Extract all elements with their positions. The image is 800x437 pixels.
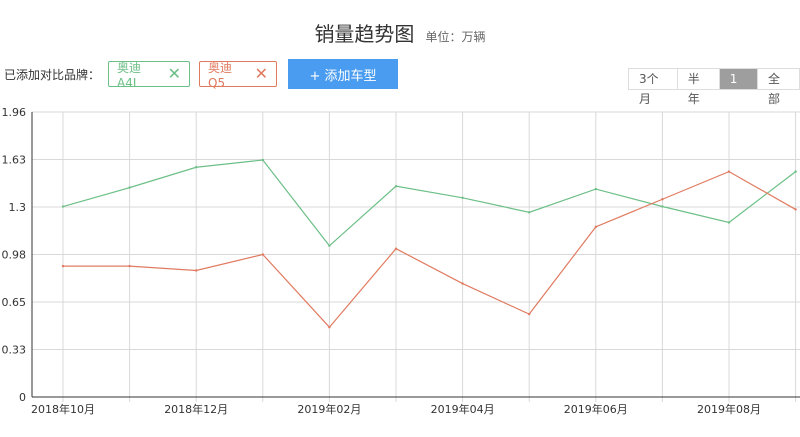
data-point	[195, 269, 198, 272]
y-tick-label: 0.98	[2, 249, 27, 262]
data-point	[128, 186, 131, 189]
data-point	[794, 170, 797, 173]
data-point	[528, 312, 531, 316]
compare-bar: 已添加对比品牌： 奥迪A4L ✕ 奥迪Q5 ✕ + 添加车型	[4, 59, 399, 90]
data-point	[661, 205, 664, 208]
x-tick-label: 2018年12月	[164, 402, 228, 416]
data-point	[128, 264, 131, 268]
data-point	[528, 211, 531, 214]
brand-chip-a4l[interactable]: 奥迪A4L ✕	[108, 60, 191, 90]
data-point	[61, 264, 65, 268]
sales-trend-chart: 0 0.33 0.65 0.98 1.3 1.63 1.96 2018年10月 2018年12月…	[2, 106, 800, 416]
y-tick-label: 0.33	[2, 344, 27, 357]
data-point	[261, 253, 264, 256]
tab-all[interactable]: 全部	[757, 69, 799, 106]
tab-half-year[interactable]: 半年	[677, 69, 720, 106]
y-tick-label: 1.3	[9, 201, 27, 214]
compare-label: 已添加对比品牌：	[4, 67, 101, 82]
range-tabs: 3个月 半年 1年 全部	[628, 68, 800, 106]
unit-label: 单位：万辆	[425, 30, 486, 44]
data-point	[394, 184, 398, 188]
y-tick-label: 0	[19, 391, 26, 404]
tab-3-months[interactable]: 3个月	[629, 69, 678, 106]
y-tick-label: 1.63	[2, 154, 27, 167]
x-tick-label: 2019年04月	[431, 402, 495, 416]
y-tick-label: 0.65	[2, 296, 27, 309]
data-point	[794, 208, 797, 211]
series-line	[63, 170, 796, 329]
brand-chip-a4l-label: 奥迪A4L	[117, 60, 142, 90]
brand-chip-q5[interactable]: 奥迪Q5 ✕	[199, 60, 278, 90]
data-point	[727, 170, 731, 173]
x-tick-label: 2019年08月	[697, 402, 761, 416]
remove-icon[interactable]: ✕	[167, 64, 182, 83]
chart-title: 销量趋势图	[314, 22, 415, 46]
add-model-button[interactable]: + 添加车型	[288, 59, 399, 89]
x-tick-label: 2019年06月	[564, 402, 628, 416]
tab-1-year[interactable]: 1年	[719, 69, 758, 106]
remove-icon[interactable]: ✕	[254, 64, 269, 83]
series-line	[62, 159, 796, 247]
brand-chip-q5-label: 奥迪Q5	[208, 60, 233, 90]
y-tick-label: 1.96	[2, 106, 27, 119]
data-point	[661, 198, 664, 201]
data-point	[328, 326, 331, 329]
data-point	[594, 187, 597, 191]
chart-header: 销量趋势图 单位：万辆	[0, 18, 800, 47]
data-point	[461, 282, 464, 285]
x-tick-label: 2018年10月	[31, 402, 95, 416]
data-point	[261, 158, 264, 162]
data-point	[727, 221, 731, 224]
data-point	[594, 225, 597, 229]
data-point	[461, 196, 464, 199]
data-point	[394, 247, 398, 250]
data-point	[195, 166, 198, 169]
x-tick-label: 2019年02月	[297, 402, 361, 416]
data-point	[328, 244, 331, 247]
data-point	[61, 205, 65, 208]
